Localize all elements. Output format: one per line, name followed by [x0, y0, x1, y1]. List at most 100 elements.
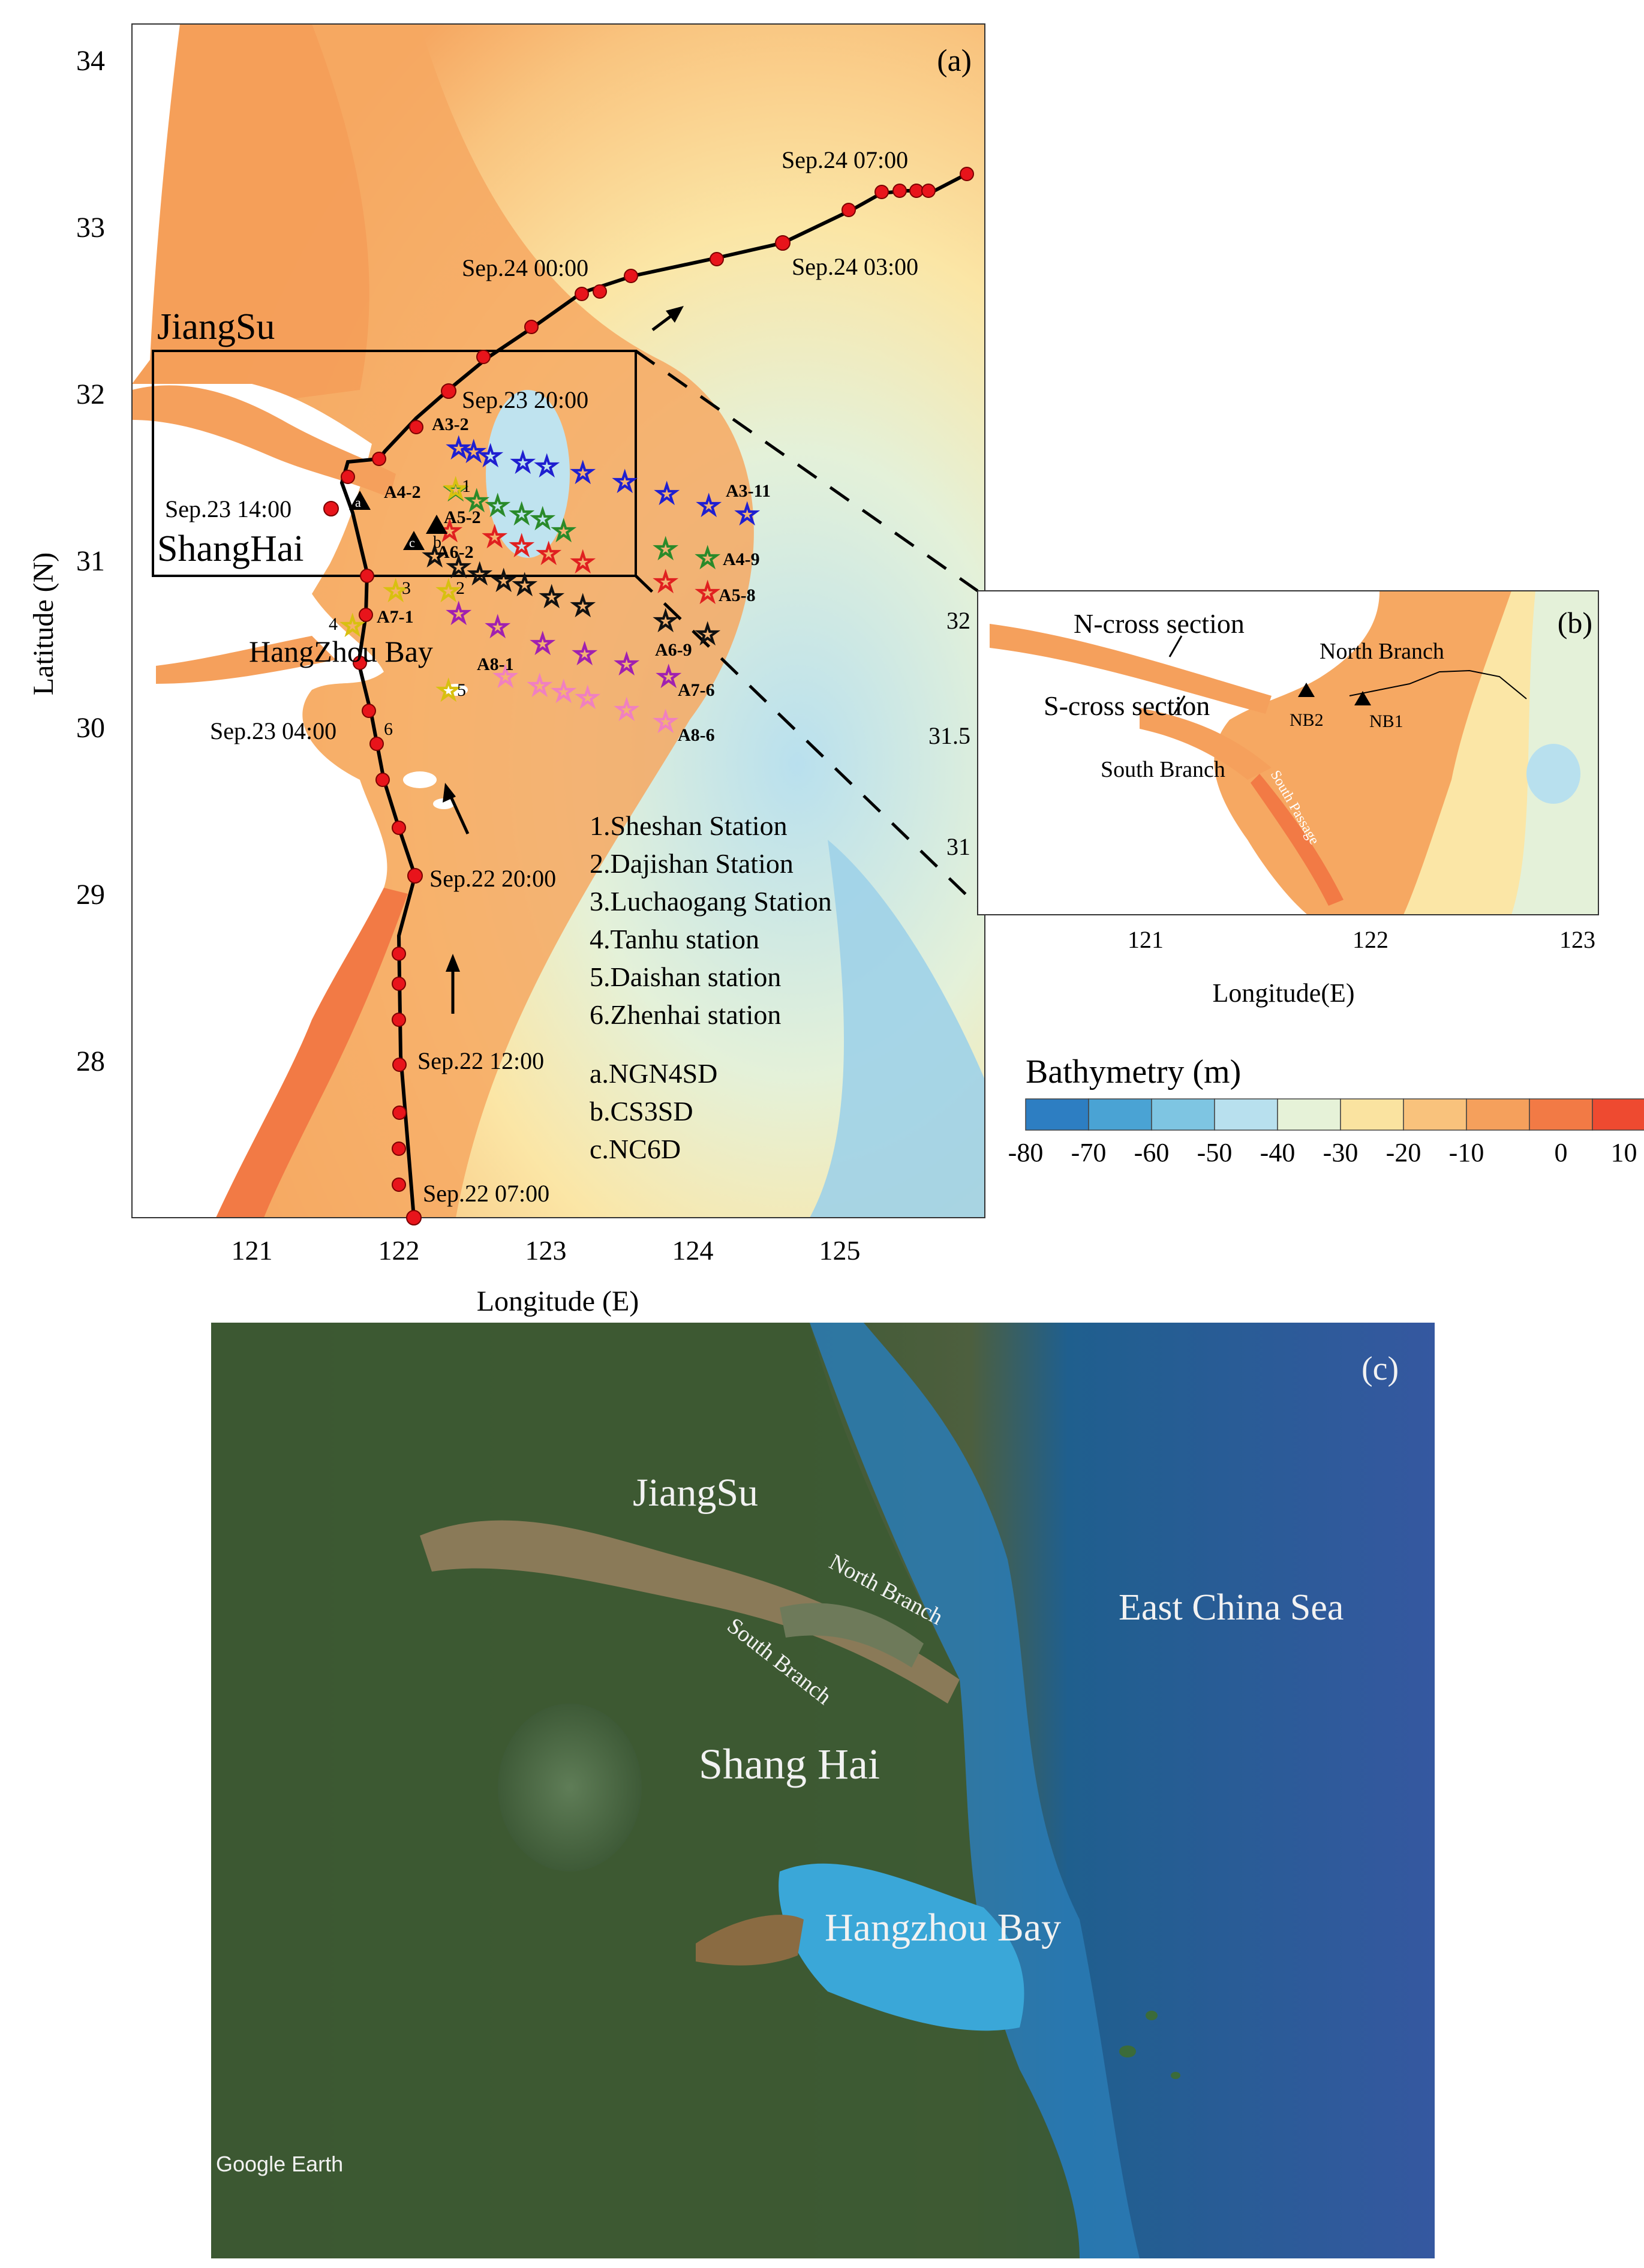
star-icon: ☆ — [510, 531, 533, 561]
star-icon: ☆ — [447, 599, 470, 629]
track-line — [339, 172, 968, 1218]
track-point — [841, 203, 856, 217]
lon-tick: 122 — [378, 1235, 420, 1266]
track-point — [392, 947, 406, 961]
star-icon: ☆ — [494, 662, 517, 692]
colorbar-ticks: -80 -70 -60 -50 -40 -30 -20 -10 0 10 — [1008, 1138, 1637, 1167]
s-cross-line — [1173, 695, 1186, 714]
track-time-label: Sep.24 07:00 — [782, 146, 908, 173]
station-label: A5-8 — [719, 585, 756, 605]
colorbar-cell — [1214, 1098, 1278, 1131]
track-point — [921, 184, 936, 198]
colorbar-tick: -50 — [1197, 1138, 1233, 1167]
track-time-label: Sep.23 14:00 — [165, 495, 291, 522]
coastal-shoal — [216, 888, 408, 1218]
star-icon: ☆ — [735, 500, 759, 529]
panel-c-satellite — [211, 1323, 1435, 2258]
station-number: 5 — [457, 680, 466, 700]
colorbar-tick: -20 — [1386, 1138, 1421, 1167]
colorbar-cell — [1403, 1098, 1467, 1131]
panel-a-label: (a) — [937, 44, 972, 78]
star-icon: ☆ — [447, 552, 470, 582]
station-number: 4 — [329, 614, 338, 634]
star-icon: ☆ — [437, 576, 460, 606]
n-cross-label: N-cross section — [1074, 608, 1245, 639]
lat-tick: 34 — [76, 45, 105, 77]
lat-tick: 33 — [76, 212, 105, 244]
chongming-island — [780, 1603, 924, 1668]
colorbar-tick: -40 — [1260, 1138, 1296, 1167]
track-point — [369, 737, 384, 751]
station-label: A8-1 — [477, 654, 514, 674]
station-label: A6-9 — [655, 640, 692, 660]
track-point — [392, 1013, 406, 1027]
legend-station: 2.Dajishan Station — [590, 848, 794, 879]
track-time-label: Sep.24 00:00 — [462, 254, 588, 281]
station-label: A3-2 — [432, 414, 469, 434]
typhoon-track — [323, 167, 974, 1225]
star-icon: ☆ — [486, 612, 509, 642]
y-axis-label: Latitude (N) — [28, 552, 59, 696]
inset-lat-tick: 32 — [946, 607, 970, 634]
legend-station: 6.Zhenhai station — [590, 999, 781, 1030]
star-icon: ☆ — [444, 474, 467, 504]
northern-shelf — [132, 24, 369, 420]
hangzhou-bay-water — [156, 636, 336, 684]
panel-a-map — [131, 23, 985, 1218]
colorbar-cells — [1025, 1098, 1644, 1131]
track-point — [406, 1210, 422, 1225]
triangle-icon — [349, 491, 371, 510]
track-time-label: Sep.24 03:00 — [792, 253, 918, 280]
track-point — [441, 383, 456, 399]
inset-x-label: Longitude(E) — [1212, 978, 1354, 1008]
inset-land — [978, 591, 1379, 915]
marker-letter: a — [355, 495, 361, 510]
track-point — [392, 1141, 406, 1156]
station-label: A4-9 — [723, 549, 760, 569]
star-icon: ☆ — [552, 677, 575, 707]
lon-tick: 125 — [819, 1235, 861, 1266]
triangle-icon — [403, 531, 425, 550]
north-branch-label: North Branch — [1320, 639, 1444, 664]
triangle-icon — [1354, 691, 1371, 705]
star-icon: ☆ — [613, 467, 636, 497]
star-icon: ☆ — [552, 516, 575, 546]
star-icon: ☆ — [537, 539, 560, 569]
yangtze-estuary — [132, 385, 396, 498]
inset-lat-tick: 31.5 — [928, 722, 970, 749]
star-icon: ☆ — [571, 458, 594, 488]
star-icon: ☆ — [423, 542, 446, 571]
track-time-label: Sep.22 07:00 — [423, 1180, 549, 1207]
taihu-lake — [498, 1704, 642, 1872]
triangle-icon — [426, 515, 447, 534]
track-time-label: Sep.22 20:00 — [429, 865, 556, 892]
region-label-jiangsu: JiangSu — [157, 307, 275, 347]
track-point — [874, 185, 889, 199]
star-icon: ☆ — [571, 591, 594, 621]
track-point — [359, 608, 373, 622]
triangle-icon — [1298, 683, 1315, 697]
x-axis-label: Longitude (E) — [477, 1285, 639, 1317]
island — [403, 771, 437, 788]
marker-letter: b — [433, 533, 441, 552]
arrow-icon — [443, 783, 456, 803]
marker-letter: c — [409, 535, 415, 550]
colorbar: Bathymetry (m) -80 -70 -60 -50 -40 -30 -20 -10 0… — [1008, 1053, 1644, 1167]
station-label: A8-6 — [678, 725, 715, 745]
legend-station: 4.Tanhu station — [590, 924, 759, 954]
star-icon: ☆ — [615, 695, 638, 725]
track-point — [476, 350, 491, 364]
track-point — [710, 252, 724, 266]
nb2-label: NB2 — [1290, 710, 1324, 730]
colorbar-tick: 10 — [1611, 1138, 1637, 1167]
panel-b-inset — [977, 590, 1599, 915]
legend-station: 1.Sheshan Station — [590, 810, 788, 841]
star-icon: ☆ — [654, 534, 677, 564]
mainland — [132, 384, 387, 1218]
station-number: 3 — [402, 578, 411, 598]
track-point — [362, 704, 376, 718]
colorbar-cell — [1277, 1098, 1341, 1131]
zoom-rectangle — [152, 350, 637, 577]
station-label: A5-2 — [444, 507, 481, 527]
